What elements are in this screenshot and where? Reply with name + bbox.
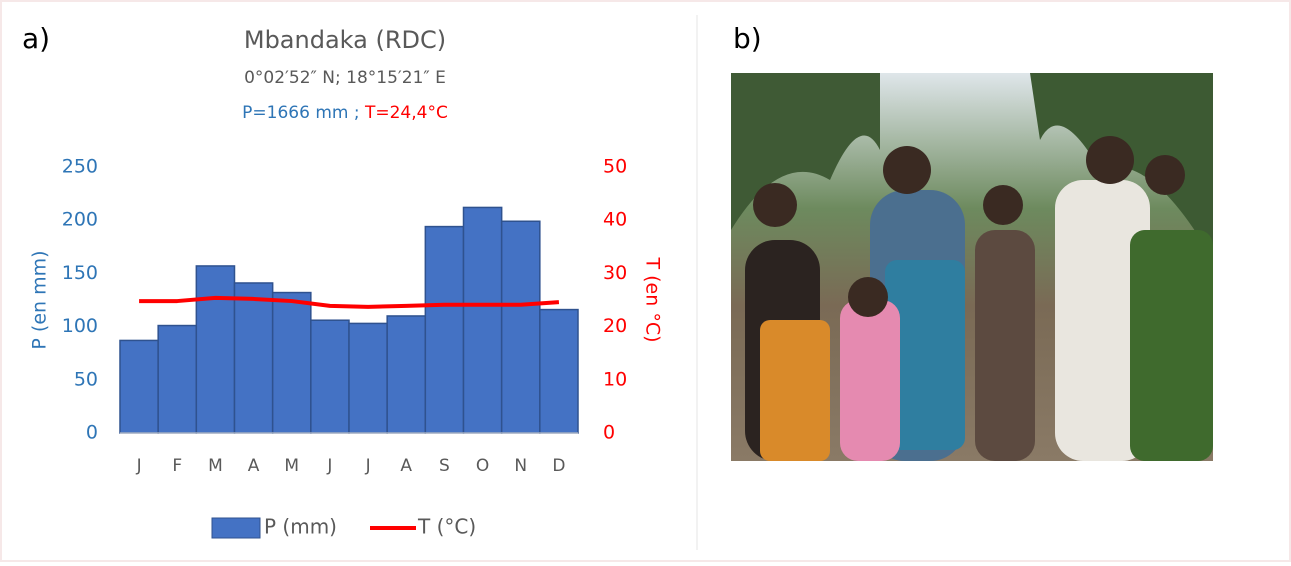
y2-axis-label: T (en °C) xyxy=(642,256,664,342)
legend-label: T (°C) xyxy=(417,515,476,539)
y-axis-label: P (en mm) xyxy=(29,250,51,349)
y2-tick-label: 30 xyxy=(603,262,627,284)
y2-tick-label: 50 xyxy=(603,156,627,178)
y-tick-label: 200 xyxy=(62,209,98,231)
legend-label: P (mm) xyxy=(264,515,337,539)
panel-label: b) xyxy=(733,22,762,55)
bar xyxy=(310,319,350,434)
x-tick-label: O xyxy=(476,456,489,476)
x-tick-label: S xyxy=(439,456,450,476)
y-tick-label: 0 xyxy=(86,422,98,444)
y2-tick-label: 40 xyxy=(603,209,627,231)
y-tick-label: 50 xyxy=(74,368,98,390)
x-tick-label: J xyxy=(365,456,371,476)
bar xyxy=(500,220,541,434)
y2-tick-label: 0 xyxy=(603,422,615,444)
x-tick-label: A xyxy=(400,456,412,476)
y2-tick-label: 10 xyxy=(603,368,627,390)
bar xyxy=(348,322,388,434)
x-tick-label: J xyxy=(136,456,142,476)
bar xyxy=(462,206,503,434)
annotation-p: P=1666 mm ; xyxy=(242,103,359,123)
photo xyxy=(731,73,1213,461)
y-tick-label: 250 xyxy=(62,156,98,178)
chart-title: Mbandaka (RDC) xyxy=(244,26,446,54)
x-tick-label: J xyxy=(326,456,332,476)
panel-label: a) xyxy=(22,22,50,55)
y2-tick-label: 20 xyxy=(603,315,627,337)
bar xyxy=(233,282,274,434)
x-tick-label: M xyxy=(284,456,299,476)
bar xyxy=(539,308,579,434)
x-tick-label: F xyxy=(172,456,182,476)
annotation: P=1666 mm ; T=24,4°C xyxy=(242,103,448,123)
temperature-line xyxy=(139,295,560,309)
y-tick-label: 150 xyxy=(62,262,98,284)
bar xyxy=(157,324,198,434)
chart-subtitle: 0°02′52″ N; 18°15′21″ E xyxy=(244,68,446,88)
x-tick-label: M xyxy=(208,456,223,476)
bar xyxy=(424,225,465,434)
bar xyxy=(386,315,427,434)
y-tick-label: 100 xyxy=(62,315,98,337)
legend-swatch xyxy=(211,517,261,539)
x-tick-label: N xyxy=(514,456,527,476)
bar xyxy=(195,265,236,434)
x-tick-label: A xyxy=(248,456,260,476)
bar xyxy=(119,339,159,434)
x-tick-label: D xyxy=(552,456,565,476)
annotation-t: T=24,4°C xyxy=(364,103,448,123)
bar xyxy=(271,291,312,434)
